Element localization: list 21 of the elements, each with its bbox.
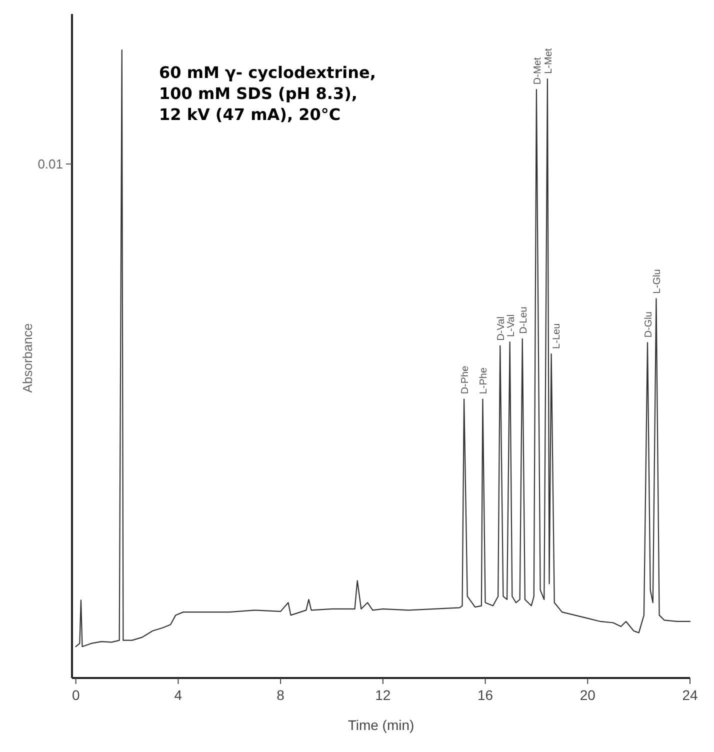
annotation: L-Val bbox=[506, 314, 517, 338]
annotation: 60 mM γ- cyclodextrine, 100 mM SDS (pH 8.3), 12 kV (47 mA), 20°C bbox=[159, 63, 376, 124]
annotation: D-Met bbox=[532, 57, 544, 85]
x-tick-label: 16 bbox=[477, 687, 494, 703]
annotation: D-Phe bbox=[460, 365, 472, 394]
x-tick-label: 20 bbox=[580, 687, 596, 703]
x-tick-label: 24 bbox=[682, 687, 698, 703]
annotation: D-Glu bbox=[644, 312, 655, 338]
text: 0.01 bbox=[38, 156, 63, 172]
x-tick-label: 12 bbox=[375, 687, 391, 703]
x-tick-label: 0 bbox=[72, 687, 80, 703]
x-axis-title: Time (min) bbox=[348, 717, 414, 733]
annotation: L-Glu bbox=[652, 269, 664, 294]
y-axis-title: Absorbance bbox=[20, 323, 35, 393]
annotation: L-Phe bbox=[478, 367, 490, 394]
annotation: D-Leu bbox=[518, 306, 530, 334]
annotation: L-Leu bbox=[551, 323, 562, 349]
x-tick-label: 4 bbox=[174, 687, 182, 703]
annotation: D-Val bbox=[496, 316, 508, 341]
x-tick-label: 8 bbox=[276, 687, 285, 703]
annotation: L-Met bbox=[543, 48, 554, 74]
